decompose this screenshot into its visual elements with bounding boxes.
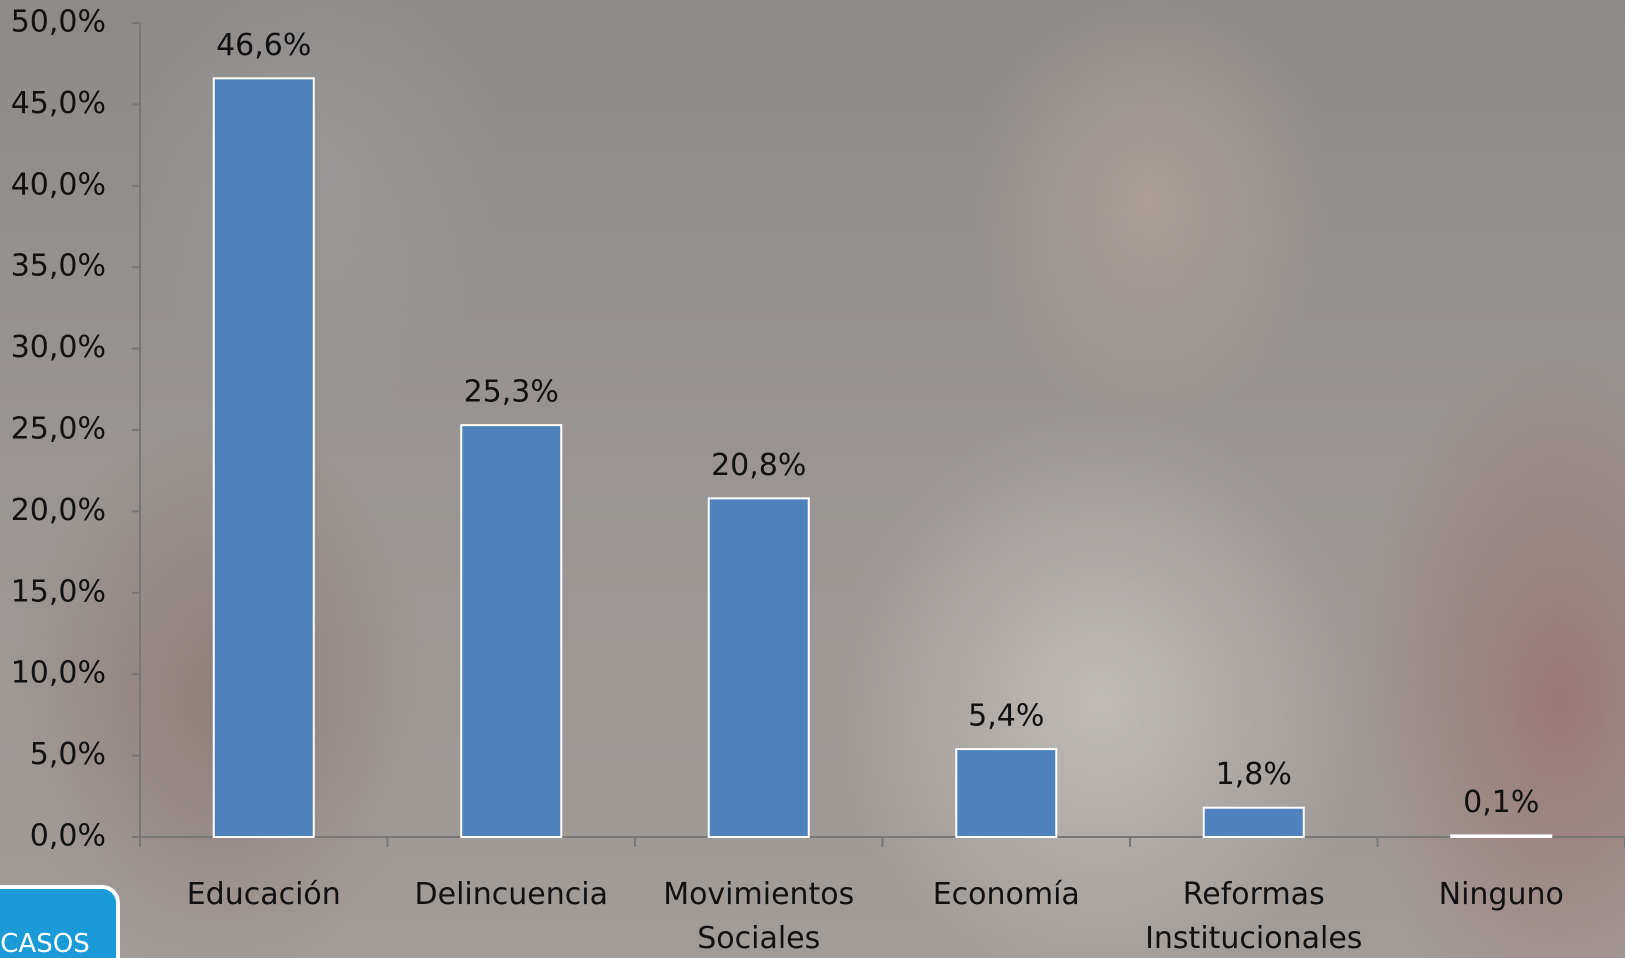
value-label: 1,8%	[1216, 757, 1292, 792]
value-label: 25,3%	[464, 375, 559, 410]
y-tick-label: 45,0%	[11, 86, 106, 121]
value-label: 5,4%	[968, 699, 1044, 734]
x-tick-label: Economía	[932, 877, 1080, 912]
y-tick-label: 20,0%	[11, 493, 106, 528]
x-tick-label: Delincuencia	[414, 877, 608, 912]
x-tick-label: Educación	[186, 877, 341, 912]
bar	[1450, 834, 1553, 839]
y-tick-label: 25,0%	[11, 412, 106, 447]
y-tick-label: 10,0%	[11, 656, 106, 691]
bar	[212, 77, 315, 839]
x-tick-label: Reformas Institucionales	[1145, 877, 1363, 956]
y-tick-label: 50,0%	[11, 5, 106, 40]
value-label: 20,8%	[711, 448, 806, 483]
badge: CASOS	[0, 885, 120, 958]
bar	[955, 748, 1058, 839]
y-tick-label: 15,0%	[11, 574, 106, 609]
bar	[707, 497, 810, 838]
bar	[1202, 806, 1305, 838]
value-label: 0,1%	[1463, 785, 1539, 820]
x-tick-label: Movimientos Sociales	[663, 877, 855, 956]
y-tick-label: 35,0%	[11, 249, 106, 284]
x-tick-label: Ninguno	[1438, 877, 1564, 912]
value-label: 46,6%	[216, 28, 311, 63]
y-tick-label: 5,0%	[30, 737, 106, 772]
y-tick-label: 40,0%	[11, 167, 106, 202]
y-tick-label: 30,0%	[11, 330, 106, 365]
bar	[460, 424, 563, 838]
y-tick-label: 0,0%	[30, 819, 106, 854]
